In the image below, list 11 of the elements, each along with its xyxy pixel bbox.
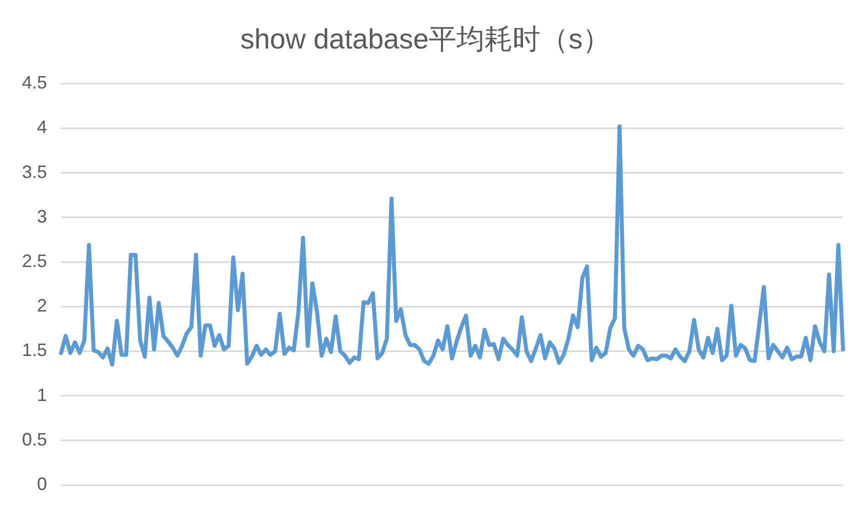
y-tick-label: 0.5 [22,429,48,450]
y-tick-label: 1 [37,384,48,405]
y-tick-label: 2.5 [22,250,48,271]
y-tick-label: 3.5 [22,162,48,182]
y-tick-label: 4 [37,117,48,138]
y-tick-label: 1.5 [22,340,48,360]
y-tick-label: 4.5 [22,72,48,93]
y-tick-label: 0 [37,474,48,494]
y-tick-label: 2 [37,296,48,316]
y-tick-label: 3 [37,206,48,226]
chart-title: show database平均耗时（s） [240,24,611,55]
